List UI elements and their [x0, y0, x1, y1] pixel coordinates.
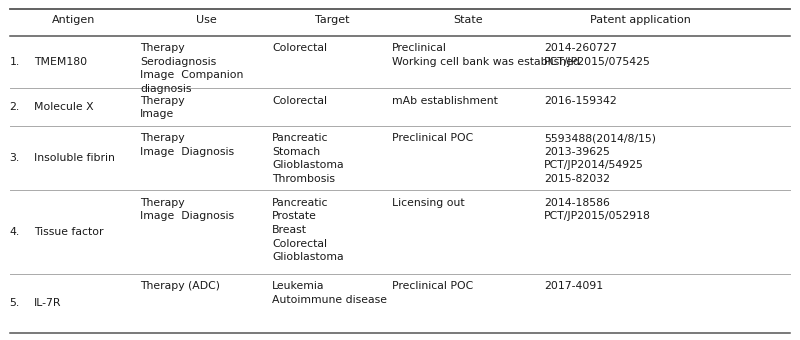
Text: 4.: 4.: [10, 227, 20, 237]
Text: 2014-18586
PCT/JP2015/052918: 2014-18586 PCT/JP2015/052918: [544, 198, 651, 221]
Text: 1.: 1.: [10, 57, 20, 67]
Text: 5.: 5.: [10, 299, 20, 308]
Text: TMEM180: TMEM180: [34, 57, 86, 67]
Text: Tissue factor: Tissue factor: [34, 227, 103, 237]
Text: Licensing out: Licensing out: [392, 198, 465, 208]
Text: Antigen: Antigen: [52, 15, 95, 25]
Text: Use: Use: [196, 15, 217, 25]
Text: Preclinical
Working cell bank was established: Preclinical Working cell bank was establ…: [392, 43, 580, 67]
Text: 2017-4091: 2017-4091: [544, 281, 603, 291]
Text: Colorectal: Colorectal: [272, 43, 327, 53]
Text: Therapy
Image: Therapy Image: [140, 96, 185, 119]
Text: 2.: 2.: [10, 102, 20, 112]
Text: Therapy
Image  Diagnosis: Therapy Image Diagnosis: [140, 133, 234, 157]
Text: mAb establishment: mAb establishment: [392, 96, 498, 106]
Text: 2014-260727
PCT/JP2015/075425: 2014-260727 PCT/JP2015/075425: [544, 43, 651, 67]
Text: 2016-159342: 2016-159342: [544, 96, 617, 106]
Text: Target: Target: [314, 15, 350, 25]
Text: IL-7R: IL-7R: [34, 299, 61, 308]
Text: Pancreatic
Prostate
Breast
Colorectal
Glioblastoma: Pancreatic Prostate Breast Colorectal Gl…: [272, 198, 344, 262]
Text: State: State: [453, 15, 483, 25]
Text: Colorectal: Colorectal: [272, 96, 327, 106]
Text: Therapy (ADC): Therapy (ADC): [140, 281, 220, 291]
Text: Leukemia
Autoimmune disease: Leukemia Autoimmune disease: [272, 281, 387, 305]
Text: Therapy
Image  Diagnosis: Therapy Image Diagnosis: [140, 198, 234, 221]
Text: Pancreatic
Stomach
Glioblastoma
Thrombosis: Pancreatic Stomach Glioblastoma Thrombos…: [272, 133, 344, 184]
Text: Preclinical POC: Preclinical POC: [392, 133, 474, 143]
Text: 3.: 3.: [10, 153, 20, 163]
Text: Molecule X: Molecule X: [34, 102, 94, 112]
Text: Insoluble fibrin: Insoluble fibrin: [34, 153, 114, 163]
Text: Patent application: Patent application: [590, 15, 690, 25]
Text: Preclinical POC: Preclinical POC: [392, 281, 474, 291]
Text: Therapy
Serodiagnosis
Image  Companion
diagnosis: Therapy Serodiagnosis Image Companion di…: [140, 43, 243, 94]
Text: 5593488(2014/8/15)
2013-39625
PCT/JP2014/54925
2015-82032: 5593488(2014/8/15) 2013-39625 PCT/JP2014…: [544, 133, 656, 184]
